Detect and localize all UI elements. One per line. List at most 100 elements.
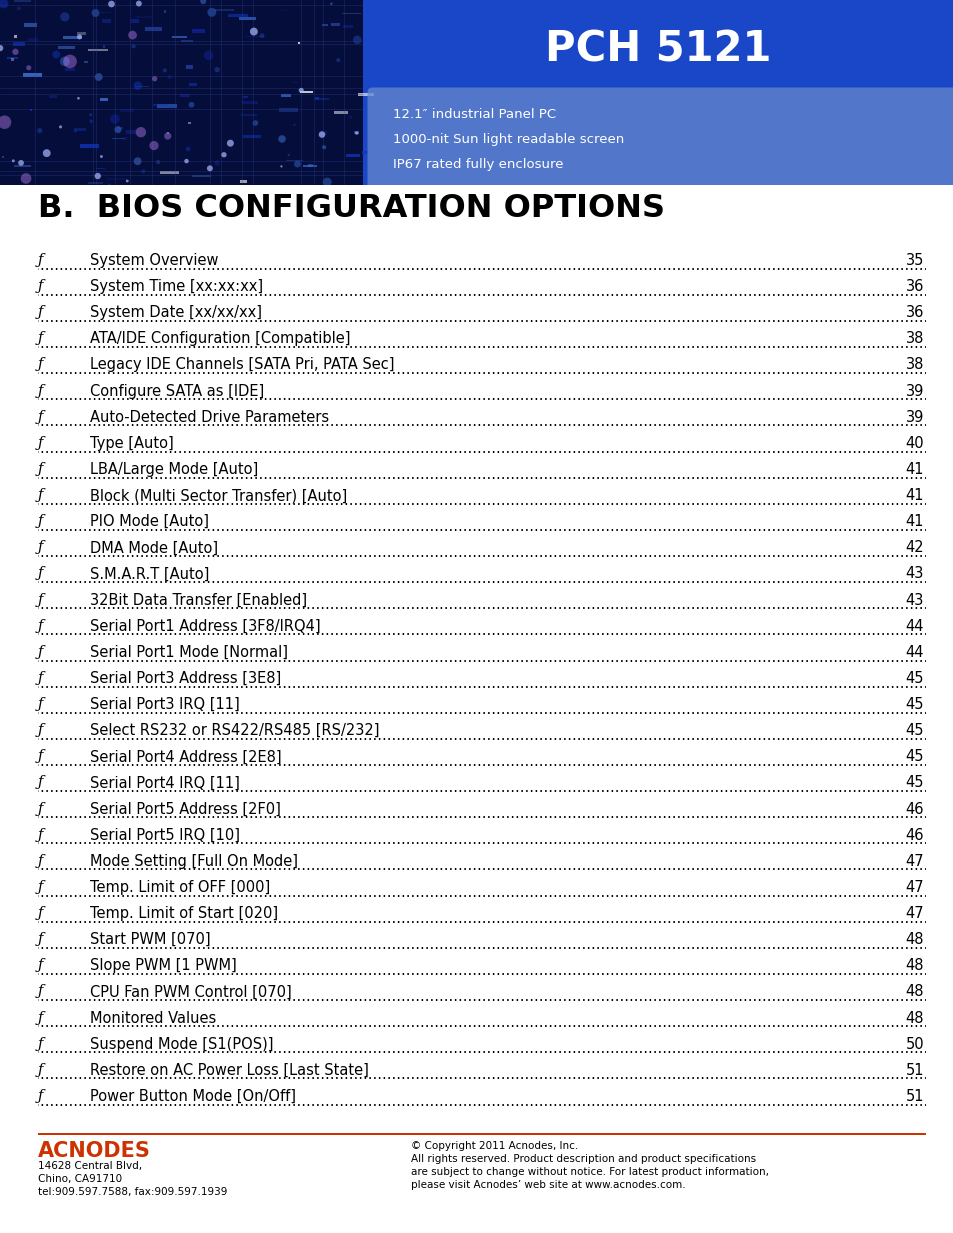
Circle shape <box>12 48 19 55</box>
Bar <box>131 20 139 23</box>
Text: ƒ: ƒ <box>38 827 43 842</box>
Circle shape <box>353 36 361 44</box>
Text: Serial Port3 Address [3E8]: Serial Port3 Address [3E8] <box>90 671 281 686</box>
Text: ................................................................................: ........................................… <box>21 989 953 1004</box>
Bar <box>319 131 326 134</box>
Text: ƒ: ƒ <box>38 750 43 763</box>
Text: ƒ: ƒ <box>38 671 43 686</box>
Text: ................................................................................: ........................................… <box>21 258 953 272</box>
Bar <box>186 65 193 69</box>
Circle shape <box>250 27 257 36</box>
Bar <box>14 0 31 2</box>
Text: 45: 45 <box>904 697 923 713</box>
Bar <box>188 122 192 125</box>
Text: ƒ: ƒ <box>38 984 43 999</box>
Bar <box>335 111 348 115</box>
Text: Type [Auto]: Type [Auto] <box>90 435 173 451</box>
Text: © Copyright 2011 Acnodes, Inc.: © Copyright 2011 Acnodes, Inc. <box>411 1141 578 1150</box>
Text: 46: 46 <box>904 801 923 816</box>
Circle shape <box>77 97 80 100</box>
Bar <box>77 32 87 35</box>
Circle shape <box>168 75 172 79</box>
Bar <box>346 154 359 157</box>
Text: 43: 43 <box>904 566 923 582</box>
Text: ................................................................................: ........................................… <box>21 937 953 952</box>
Circle shape <box>94 73 103 81</box>
Text: ƒ: ƒ <box>38 566 43 581</box>
Circle shape <box>63 54 77 68</box>
Circle shape <box>0 0 9 9</box>
Text: 47: 47 <box>904 853 923 869</box>
Bar <box>14 35 17 38</box>
Bar <box>279 109 298 112</box>
Circle shape <box>37 128 42 133</box>
Text: 36: 36 <box>904 279 923 295</box>
Text: 45: 45 <box>904 776 923 790</box>
Text: ƒ: ƒ <box>38 488 43 502</box>
Text: tel:909.597.7588, fax:909.597.1939: tel:909.597.7588, fax:909.597.1939 <box>38 1187 227 1197</box>
Circle shape <box>298 88 303 92</box>
Text: ................................................................................: ........................................… <box>21 963 953 978</box>
Text: ƒ: ƒ <box>38 619 43 633</box>
Bar <box>322 25 328 26</box>
Text: B.  BIOS CONFIGURATION OPTIONS: B. BIOS CONFIGURATION OPTIONS <box>38 194 664 224</box>
Text: ƒ: ƒ <box>38 358 43 371</box>
Circle shape <box>128 31 137 39</box>
Circle shape <box>108 184 111 186</box>
Text: ƒ: ƒ <box>38 435 43 450</box>
Circle shape <box>52 51 60 58</box>
FancyBboxPatch shape <box>367 88 953 190</box>
Text: Serial Port1 Mode [Normal]: Serial Port1 Mode [Normal] <box>90 645 288 660</box>
Text: Chino, CA91710: Chino, CA91710 <box>38 1174 122 1184</box>
Text: 48: 48 <box>904 932 923 947</box>
Text: 38: 38 <box>904 358 923 372</box>
Circle shape <box>349 116 352 118</box>
Bar <box>88 181 103 184</box>
Circle shape <box>355 131 358 134</box>
Text: ................................................................................: ........................................… <box>21 650 953 665</box>
Bar <box>14 165 30 168</box>
Text: Select RS232 or RS422/RS485 [RS/232]: Select RS232 or RS422/RS485 [RS/232] <box>90 724 379 739</box>
Circle shape <box>94 173 101 179</box>
Text: ƒ: ƒ <box>38 1037 43 1051</box>
Text: Block (Multi Sector Transfer) [Auto]: Block (Multi Sector Transfer) [Auto] <box>90 488 347 503</box>
Text: 44: 44 <box>904 645 923 660</box>
Text: Auto-Detected Drive Parameters: Auto-Detected Drive Parameters <box>90 409 329 424</box>
Bar <box>12 42 25 46</box>
Bar <box>164 10 166 12</box>
Circle shape <box>114 126 121 133</box>
Text: ................................................................................: ........................................… <box>21 571 953 586</box>
Circle shape <box>43 149 51 157</box>
Circle shape <box>189 102 194 107</box>
Text: Configure SATA as [IDE]: Configure SATA as [IDE] <box>90 383 264 398</box>
Bar <box>241 115 256 116</box>
Text: ƒ: ƒ <box>38 880 43 894</box>
Bar <box>38 1132 925 1136</box>
Text: 46: 46 <box>904 827 923 842</box>
Circle shape <box>330 2 333 5</box>
Text: 50: 50 <box>904 1037 923 1052</box>
Bar <box>157 104 176 107</box>
Text: 51: 51 <box>904 1089 923 1104</box>
Text: ƒ: ƒ <box>38 697 43 711</box>
Bar <box>28 37 37 41</box>
Circle shape <box>200 0 206 4</box>
Circle shape <box>126 180 129 182</box>
Text: ................................................................................: ........................................… <box>21 1094 953 1108</box>
Bar <box>134 85 149 86</box>
Text: PIO Mode [Auto]: PIO Mode [Auto] <box>90 514 209 529</box>
Text: ................................................................................: ........................................… <box>21 337 953 351</box>
Circle shape <box>132 44 135 48</box>
Circle shape <box>287 154 290 157</box>
Text: Slope PWM [1 PWM]: Slope PWM [1 PWM] <box>90 958 236 973</box>
Text: ƒ: ƒ <box>38 253 43 268</box>
Circle shape <box>152 76 157 81</box>
Circle shape <box>184 159 189 163</box>
Circle shape <box>11 159 14 163</box>
Bar <box>342 25 353 28</box>
Circle shape <box>74 129 77 132</box>
Text: ƒ: ƒ <box>38 853 43 868</box>
Bar <box>99 12 112 14</box>
Text: System Overview: System Overview <box>90 253 218 268</box>
Text: ................................................................................: ........................................… <box>21 597 953 613</box>
